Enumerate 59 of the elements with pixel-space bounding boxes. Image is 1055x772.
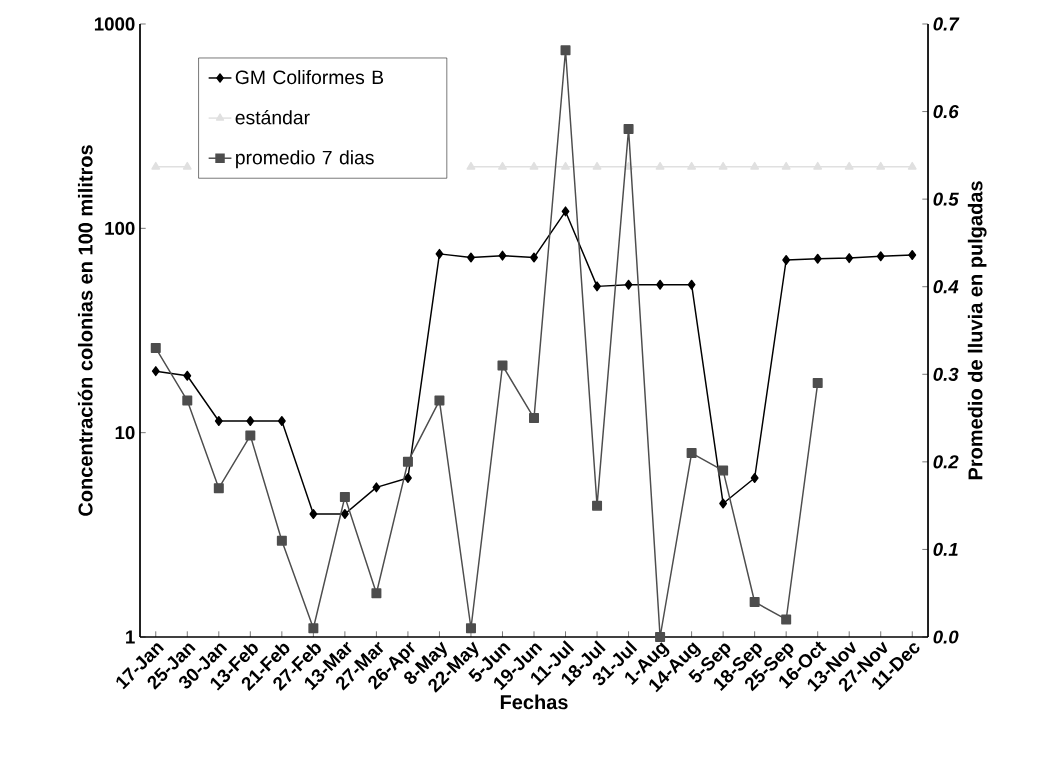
y-tick-label: 1000 [94,17,135,31]
x-axis-title: Fechas [500,694,568,710]
y2-tick-label: 0.4 [933,280,959,294]
point [876,251,885,262]
point [183,370,192,381]
point [876,161,886,170]
point [214,416,223,427]
point [277,416,286,427]
point [151,161,161,170]
point [718,161,728,170]
point [687,279,696,290]
y-axis-title: Concentración colonias en 100 militros [77,145,93,516]
y2-tick-label: 0.3 [933,367,959,381]
y2-tick-label: 0.2 [933,455,959,469]
y2-axis-title: Promedio de lluvia en pulgadas [967,181,987,480]
point [182,161,192,170]
point [309,508,318,519]
point [719,498,728,509]
point [813,161,823,170]
point [498,250,507,261]
point [782,254,791,265]
point [750,161,760,170]
legend-label: GM Coliformes B [235,69,384,85]
point [466,161,476,170]
point [781,161,791,170]
y2-tick-label: 0.1 [933,542,958,557]
point [435,248,444,259]
point [529,161,539,170]
legend-label: estándar [235,109,310,125]
point [561,161,570,170]
point [372,482,381,493]
y2-tick-label: 0.5 [933,192,959,206]
point [498,161,507,170]
point [592,161,602,170]
y-tick-label: 10 [115,426,135,440]
point [908,250,917,261]
y-tick-label: 1 [126,630,135,644]
point [687,161,697,170]
point [593,281,601,292]
point [624,279,633,290]
point [655,161,665,170]
point [467,252,475,263]
point [844,161,854,170]
point [656,279,665,290]
point [246,416,255,427]
point [845,253,854,264]
point [907,161,917,170]
point [530,252,538,263]
point [561,206,570,217]
point [340,508,349,519]
point [750,472,759,483]
y2-tick-label: 0.0 [933,630,959,644]
point [813,253,822,264]
legend-label: promedio 7 dias [236,150,374,169]
y-tick-label: 100 [105,221,135,235]
y2-tick-label: 0.7 [933,17,960,31]
point [403,472,412,483]
y2-tick-label: 0.6 [933,104,959,119]
point [151,366,160,377]
